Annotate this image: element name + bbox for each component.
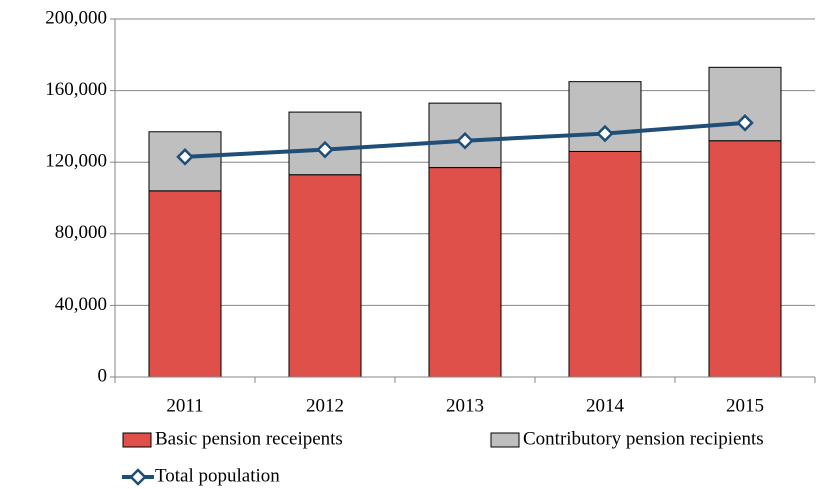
marker — [176, 148, 194, 166]
y-tick-label: 80,000 — [55, 222, 107, 243]
bar-segment — [288, 174, 362, 378]
y-tick-label: 200,000 — [45, 7, 107, 28]
x-tick-label: 2015 — [726, 395, 764, 416]
y-tick-label: 0 — [98, 365, 108, 386]
marker — [316, 140, 334, 159]
legend-swatch — [122, 432, 152, 448]
legend-label: Contributory pension recipients — [523, 428, 764, 449]
x-tick-label: 2014 — [586, 395, 625, 416]
marker — [456, 131, 474, 150]
y-tick-label: 120,000 — [45, 151, 107, 172]
legend-swatch — [490, 432, 520, 448]
x-tick-label: 2013 — [446, 395, 484, 416]
legend-marker — [129, 468, 147, 486]
bar-segment — [148, 190, 222, 378]
bar-segment — [568, 150, 642, 378]
bar-segment — [708, 140, 782, 378]
legend-label: Basic pension receipents — [155, 428, 343, 449]
marker — [736, 114, 754, 132]
y-tick-label: 40,000 — [55, 294, 107, 315]
x-tick-label: 2011 — [166, 395, 203, 416]
bar-segment — [428, 167, 502, 378]
y-tick-label: 160,000 — [45, 79, 107, 100]
x-tick-label: 2012 — [306, 395, 344, 416]
legend-label: Total population — [155, 465, 280, 486]
marker — [596, 124, 614, 143]
